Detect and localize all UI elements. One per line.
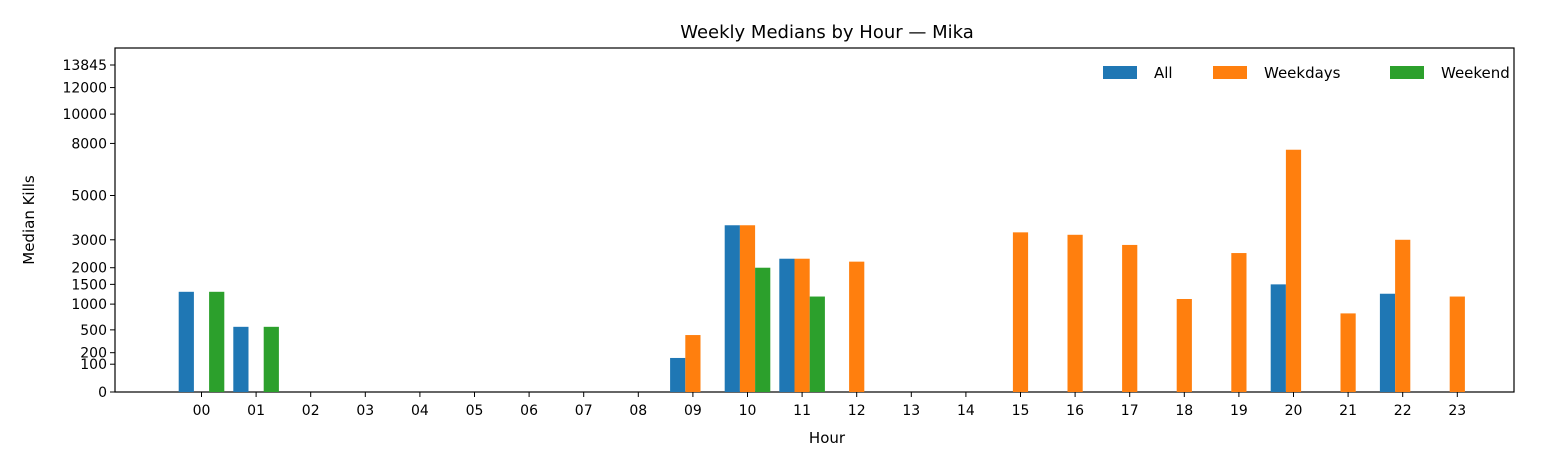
bar-weekdays-16: [1067, 234, 1083, 392]
bar-weekdays-18: [1176, 298, 1192, 392]
x-tick-label: 19: [1230, 403, 1248, 419]
y-tick-label: 500: [80, 323, 107, 339]
bar-all-20: [1270, 284, 1286, 392]
legend-label: Weekdays: [1264, 64, 1341, 82]
x-tick-label: 01: [247, 403, 265, 419]
y-tick-label: 1000: [71, 297, 107, 313]
x-tick-label: 02: [302, 403, 320, 419]
bar-weekdays-17: [1122, 244, 1138, 392]
bar-all-11: [779, 258, 795, 392]
legend-label: Weekend: [1441, 64, 1510, 82]
y-tick-label: 100: [80, 357, 107, 373]
x-tick-label: 05: [466, 403, 484, 419]
legend-label: All: [1154, 64, 1173, 82]
legend: All Weekdays Weekend: [1103, 64, 1510, 82]
series-all: [178, 225, 1396, 392]
legend-item-weekdays: Weekdays: [1213, 64, 1341, 82]
x-tick-label: 07: [575, 403, 593, 419]
x-tick-label: 10: [739, 403, 757, 419]
x-tick-label: 16: [1066, 403, 1084, 419]
bar-weekend-00: [209, 291, 225, 392]
x-tick-label: 04: [411, 403, 429, 419]
y-tick-label: 1500: [71, 277, 107, 293]
y-tick-label: 200: [80, 346, 107, 362]
x-tick-label: 11: [793, 403, 811, 419]
bar-weekdays-21: [1340, 313, 1356, 392]
bar-weekend-01: [263, 326, 279, 392]
bar-weekdays-20: [1285, 149, 1302, 392]
x-tick-label: 15: [1012, 403, 1030, 419]
x-tick-label: 20: [1285, 403, 1303, 419]
bar-weekdays-12: [849, 261, 865, 392]
bar-all-09: [670, 357, 686, 392]
bar-weekdays-15: [1012, 232, 1029, 392]
series-weekend: [209, 267, 825, 392]
y-tick-label: 10000: [62, 107, 107, 123]
legend-item-weekend: Weekend: [1390, 64, 1510, 82]
y-tick-label: 5000: [71, 188, 107, 204]
chart-title: Weekly Medians by Hour — Mika: [680, 22, 974, 43]
bar-weekdays-23: [1449, 296, 1465, 392]
legend-swatch: [1213, 66, 1247, 79]
y-tick-label: 13845: [62, 58, 107, 74]
y-axis-label: Median Kills: [20, 175, 38, 265]
bar-weekdays-10: [739, 225, 756, 392]
x-axis: 00 01 02 03 04 05 06 07 08 09 10 11 12 13 14 15 16 17 18 19…: [193, 392, 1466, 419]
x-tick-label: 18: [1175, 403, 1193, 419]
x-axis-label: Hour: [809, 429, 846, 447]
x-tick-label: 12: [848, 403, 866, 419]
y-tick-label: 0: [98, 385, 107, 401]
x-tick-label: 13: [902, 403, 920, 419]
legend-item-all: All: [1103, 64, 1173, 82]
legend-swatch: [1103, 66, 1137, 79]
bar-weekdays-19: [1231, 253, 1247, 392]
bar-all-22: [1379, 293, 1396, 392]
x-tick-label: 03: [356, 403, 374, 419]
y-tick-label: 2000: [71, 261, 107, 277]
bar-all-00: [178, 291, 194, 392]
y-tick-label: 8000: [71, 136, 107, 152]
bar-weekend-10: [755, 267, 771, 392]
x-tick-label: 21: [1339, 403, 1357, 419]
x-tick-label: 00: [193, 403, 211, 419]
bar-weekdays-09: [685, 335, 701, 392]
bars-layer: [178, 149, 1465, 392]
x-tick-label: 22: [1394, 403, 1412, 419]
legend-swatch: [1390, 66, 1424, 79]
series-weekdays: [685, 149, 1465, 392]
bar-weekdays-11: [794, 258, 810, 392]
bar-all-01: [233, 326, 249, 392]
x-tick-label: 14: [957, 403, 975, 419]
bar-weekend-11: [809, 296, 825, 392]
x-tick-label: 06: [520, 403, 538, 419]
x-tick-label: 23: [1448, 403, 1466, 419]
y-tick-label: 12000: [62, 81, 107, 97]
bar-weekdays-22: [1395, 239, 1411, 392]
bar-all-10: [724, 225, 740, 392]
x-tick-label: 09: [684, 403, 702, 419]
x-tick-label: 17: [1121, 403, 1139, 419]
x-tick-label: 08: [629, 403, 647, 419]
y-tick-label: 3000: [71, 233, 107, 249]
